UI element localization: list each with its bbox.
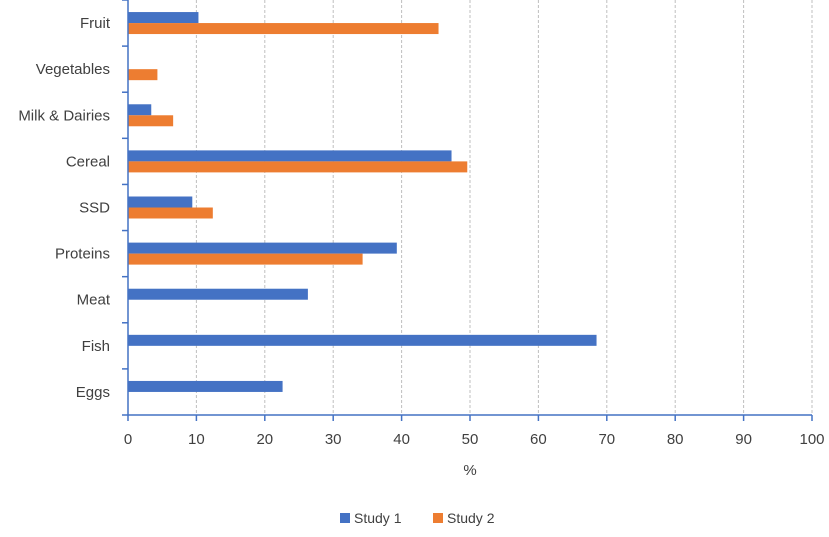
bar-study-1: [128, 288, 308, 300]
category-label: Fruit: [80, 15, 111, 32]
x-tick-label: 90: [735, 431, 752, 448]
gridlines: [195, 0, 813, 415]
category-label: Proteins: [55, 246, 110, 263]
legend: Study 1 Study 2: [340, 510, 495, 526]
legend-label: Study 1: [354, 510, 402, 526]
legend-swatch: [433, 513, 443, 523]
bar-study-1: [128, 196, 193, 208]
category-label: SSD: [79, 200, 110, 217]
category-label: Eggs: [76, 384, 110, 401]
category-label: Cereal: [66, 153, 110, 170]
category-labels: Fruit Vegetables Milk & Dairies Cereal SSD Pr…: [18, 0, 128, 416]
legend-swatch: [340, 513, 350, 523]
x-tick-label: 30: [325, 431, 342, 448]
bar-study-2: [128, 115, 174, 127]
x-tick-labels: 0 10 20 30 40 50 60 70 80 90 100: [124, 415, 825, 448]
bar-study-1: [128, 242, 397, 254]
x-axis-title: %: [463, 462, 476, 479]
bar-study-1: [128, 12, 199, 24]
category-label: Meat: [77, 292, 111, 309]
bar-study-1: [128, 334, 597, 346]
category-label: Milk & Dairies: [18, 107, 110, 124]
x-tick-label: 50: [462, 431, 479, 448]
bar-study-1: [128, 104, 152, 116]
bar-study-2: [128, 161, 468, 173]
x-tick-label: 40: [393, 431, 410, 448]
x-tick-label: 0: [124, 431, 132, 448]
bar-study-1: [128, 150, 452, 162]
bar-study-2: [128, 253, 363, 265]
category-label: Fish: [82, 338, 110, 355]
x-tick-label: 100: [799, 431, 824, 448]
bar-study-2: [128, 69, 158, 81]
bars: [128, 12, 597, 392]
bar-study-2: [128, 23, 439, 35]
bar-study-2: [128, 207, 213, 219]
bar-study-1: [128, 380, 283, 392]
x-tick-label: 20: [256, 431, 273, 448]
x-tick-label: 70: [598, 431, 615, 448]
legend-label: Study 2: [447, 510, 495, 526]
x-tick-label: 80: [667, 431, 684, 448]
category-label: Vegetables: [36, 61, 110, 78]
x-tick-label: 60: [530, 431, 547, 448]
x-tick-label: 10: [188, 431, 205, 448]
